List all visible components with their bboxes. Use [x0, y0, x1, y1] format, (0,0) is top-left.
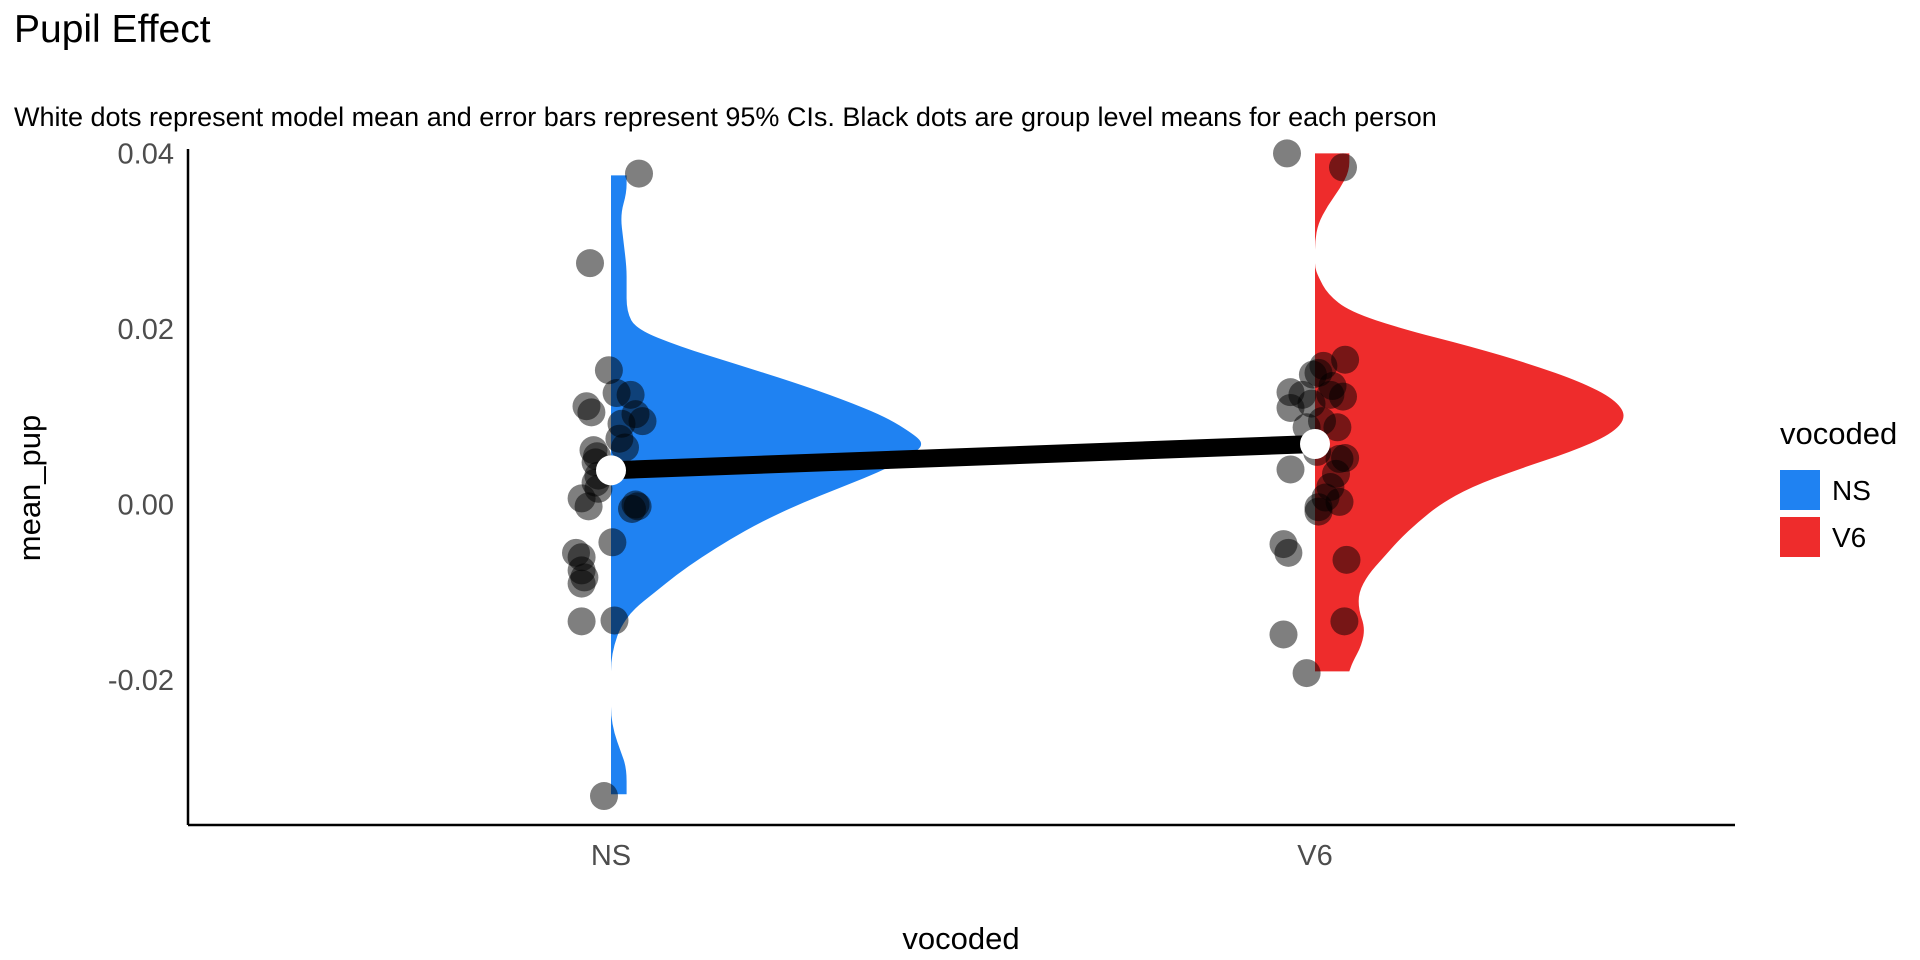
x-tick-labels: NS V6	[591, 840, 1333, 872]
x-tick-label: V6	[1297, 840, 1332, 872]
person-mean-point	[574, 492, 603, 521]
person-mean-point	[1325, 487, 1354, 516]
model-means	[596, 428, 1330, 486]
chart-subtitle: White dots represent model mean and erro…	[14, 102, 1437, 132]
person-mean-point	[567, 569, 596, 598]
person-mean-point	[590, 782, 618, 811]
person-mean-point	[598, 528, 627, 557]
legend-label-v6: V6	[1832, 522, 1866, 553]
density-cloud-ns	[611, 175, 922, 795]
person-mean-point	[1276, 393, 1305, 422]
y-tick-label: 0.04	[118, 138, 174, 170]
person-mean-point	[1329, 153, 1357, 182]
y-axis-title: mean_pup	[12, 415, 47, 562]
person-mean-point	[577, 398, 606, 427]
model-mean-dot-ns	[596, 455, 626, 486]
person-mean-point	[611, 433, 639, 462]
model-mean-line	[610, 434, 1316, 480]
person-mean-point	[1269, 620, 1298, 649]
person-mean-point	[628, 407, 657, 436]
person-mean-point	[1274, 538, 1303, 567]
y-tick-label: 0.00	[118, 490, 174, 522]
person-mean-point	[1273, 139, 1301, 168]
person-mean-point	[1329, 382, 1357, 411]
person-mean-point	[1332, 545, 1361, 574]
person-mean-point	[594, 356, 623, 385]
person-mean-point	[1276, 455, 1305, 484]
person-mean-point	[625, 159, 653, 188]
person-mean-point	[576, 249, 604, 278]
person-mean-point	[1292, 659, 1321, 688]
person-mean-points	[562, 139, 1361, 811]
person-mean-point	[1304, 497, 1333, 526]
axes	[186, 149, 1735, 827]
x-axis-title: vocoded	[902, 921, 1019, 956]
legend-swatch-ns	[1780, 470, 1820, 510]
person-mean-point	[1330, 607, 1359, 636]
legend-title: vocoded	[1780, 416, 1897, 451]
density-cloud-v6	[1315, 153, 1624, 672]
y-tick-label: 0.02	[118, 314, 174, 346]
legend-swatch-v6	[1780, 517, 1820, 557]
density-clouds	[611, 153, 1624, 795]
y-tick-label: -0.02	[108, 665, 174, 697]
person-mean-point	[618, 494, 646, 523]
legend-label-ns: NS	[1832, 475, 1871, 506]
x-tick-label: NS	[591, 840, 631, 872]
legend: vocoded NS V6	[1780, 416, 1897, 557]
person-mean-point	[567, 607, 596, 636]
chart-title: Pupil Effect	[14, 8, 211, 51]
y-tick-labels: -0.02 0.00 0.02 0.04	[108, 138, 174, 697]
person-mean-point	[600, 606, 629, 635]
person-mean-point	[1323, 413, 1352, 442]
model-mean-dot-v6	[1300, 428, 1330, 459]
person-mean-point	[1331, 345, 1360, 374]
